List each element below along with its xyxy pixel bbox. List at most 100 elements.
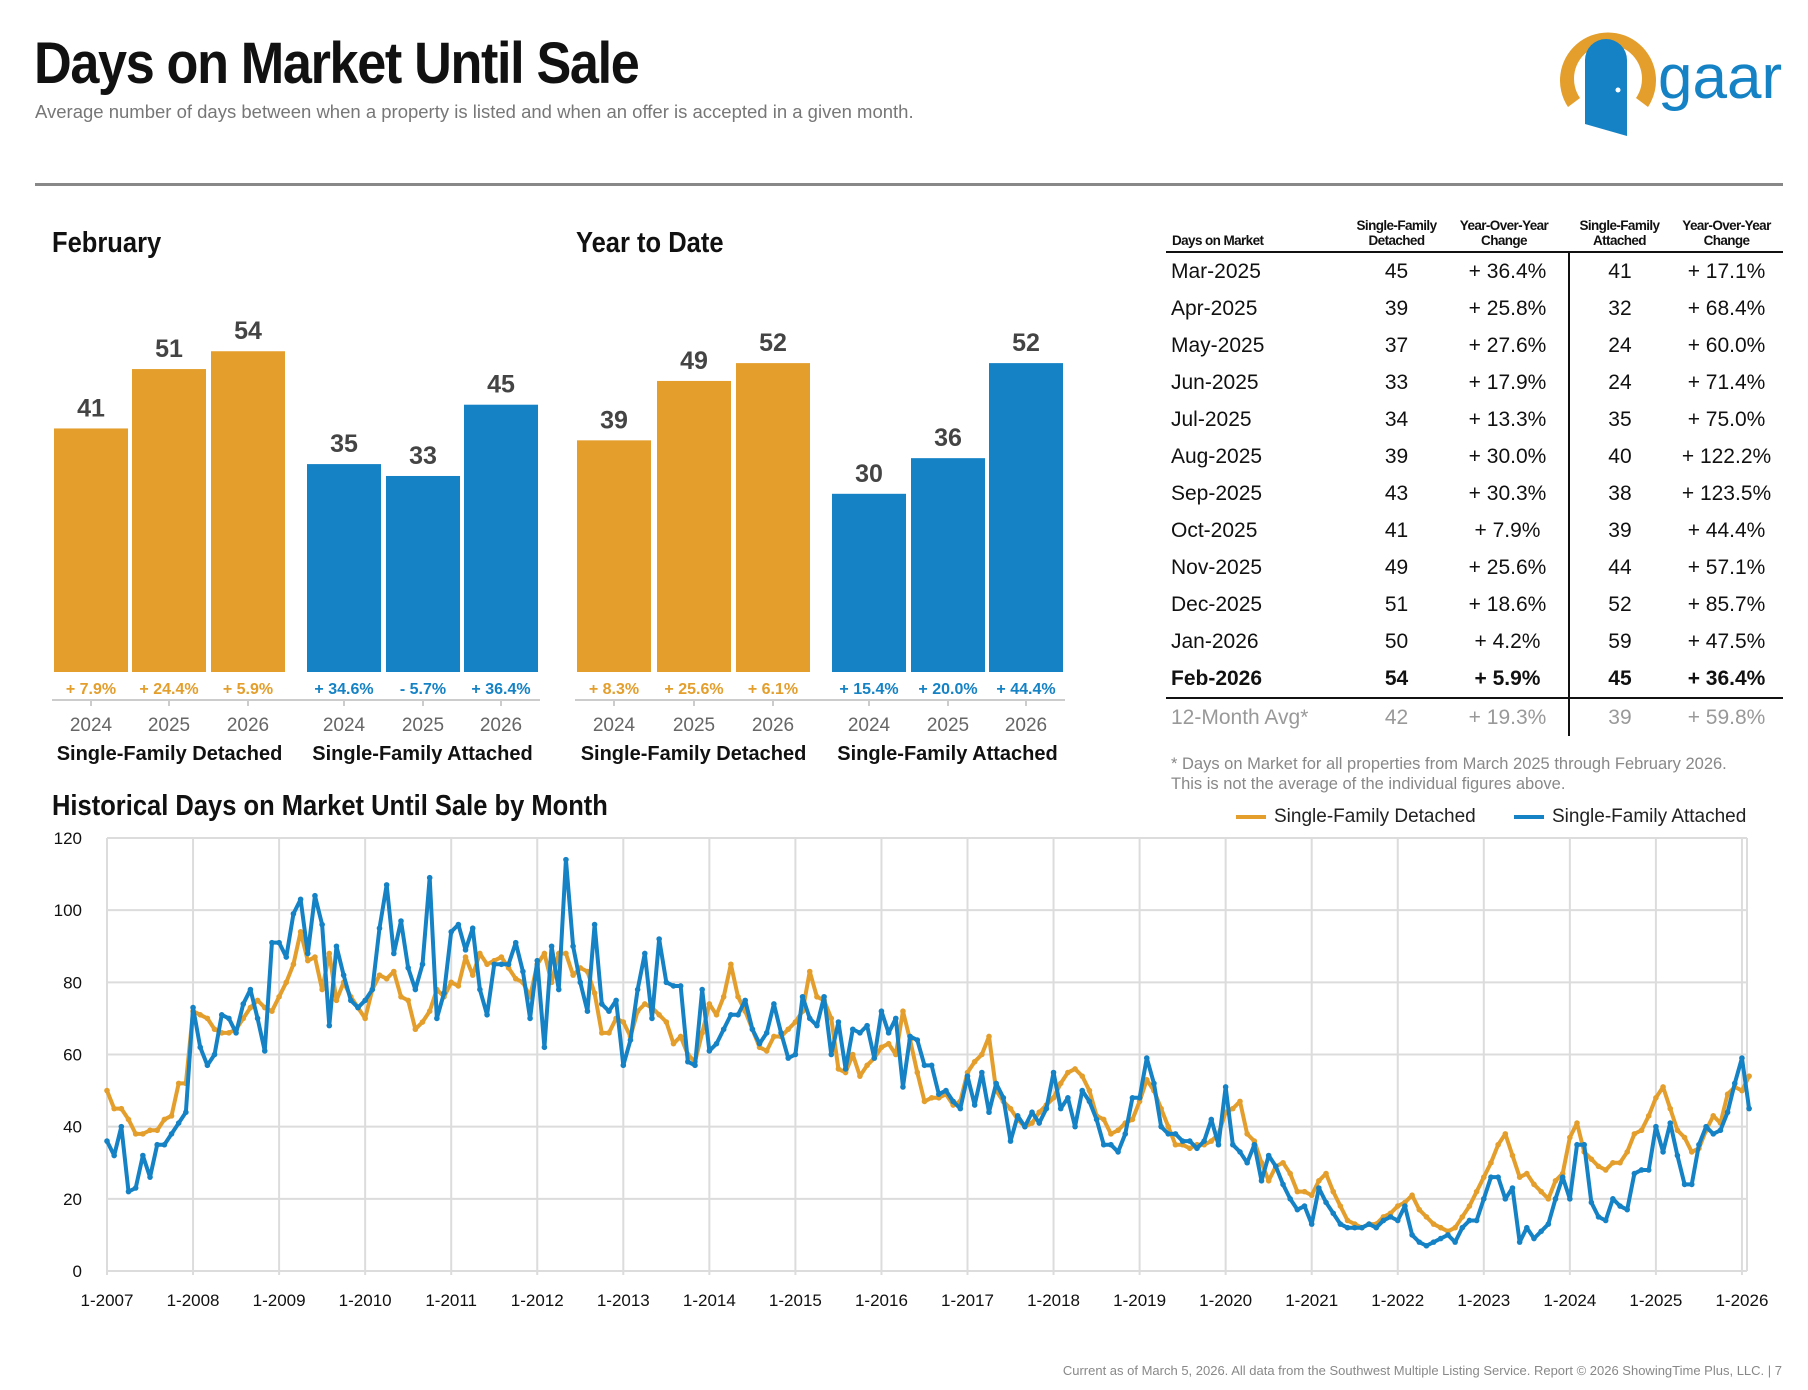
data-point [240,1001,247,1007]
data-point [806,1015,813,1022]
data-point [1624,1149,1631,1155]
data-point [1631,1170,1638,1177]
data-point [1129,1116,1136,1123]
data-point [1739,1087,1745,1094]
data-point [928,1062,935,1069]
data-point [814,1022,820,1029]
table-cell: 50 [1384,629,1409,653]
data-point [885,1040,892,1047]
data-point [1323,1199,1329,1206]
data-point [1667,1120,1674,1126]
bar [132,369,206,672]
data-point [1423,1214,1430,1220]
data-point [555,986,562,993]
data-point [928,1095,935,1101]
data-point [1237,1149,1243,1155]
data-point [771,1001,777,1007]
data-point [993,1080,999,1087]
data-point [197,1012,204,1018]
data-point [849,1026,856,1033]
data-point [455,921,462,928]
data-point [720,993,727,1000]
data-point [1172,1131,1179,1137]
data-point [1344,1224,1351,1231]
data-point [183,1109,189,1116]
data-point [125,1188,132,1195]
bar [736,363,810,672]
data-point [1746,1105,1752,1112]
data-point [1294,1188,1301,1195]
data-point [369,986,376,993]
data-point [111,1152,117,1159]
bar-change-label: + 34.6% [314,681,373,698]
table-cell: Feb-2026 [1166,660,1346,699]
data-point [484,961,490,968]
data-point [1696,1141,1702,1148]
data-point [1710,1131,1717,1137]
bar-group-label: Single-Family Detached [581,743,807,765]
bar [386,475,460,672]
data-point [1581,1141,1587,1148]
table-cell: + 25.8% [1447,290,1570,327]
table-cell: + 7.9% [1447,512,1570,549]
data-point [1674,1152,1681,1159]
data-point [1029,1120,1035,1126]
data-point [1473,1217,1480,1224]
table-cell: 41 [1608,259,1632,283]
bar [307,464,381,672]
data-point [1330,1188,1337,1195]
table-row: May-2025 37 + 27.6% 24 + 60.0% [1166,327,1783,364]
data-point [1143,1055,1150,1061]
data-point [620,1019,627,1025]
table-cell: + 13.3% [1447,401,1570,438]
data-point [498,961,505,968]
data-point [1660,1084,1666,1090]
data-point [283,954,290,960]
table-cell: Nov-2025 [1171,555,1263,579]
data-point [1746,1073,1752,1079]
table-cell: 54 [1345,660,1448,699]
data-point [1624,1206,1631,1213]
data-point [333,943,340,950]
data-point [1660,1149,1666,1155]
data-point [692,1062,698,1069]
data-point [269,939,275,946]
table-footnote: * Days on Market for all properties from… [1171,754,1791,794]
data-point [383,882,390,888]
data-point [1007,1138,1014,1144]
x-tick-label: 1-2012 [511,1291,564,1310]
data-point [1115,1149,1121,1155]
data-point [1000,1095,1007,1101]
bar-change-label: + 5.9% [223,681,273,698]
table-cell: 59 [1608,629,1632,653]
data-point [706,1048,713,1054]
data-point [247,986,254,993]
x-tick-label: 1-2015 [769,1291,822,1310]
data-point [1036,1109,1043,1116]
data-point [828,1015,835,1022]
bar [832,493,906,672]
bar-change-label: + 15.4% [839,681,898,698]
table-cell: + 17.9% [1447,364,1570,401]
data-point [785,1055,792,1061]
legend-swatch [1236,815,1266,819]
data-point [921,1062,928,1069]
data-point [1301,1203,1308,1209]
data-point [1516,1239,1523,1245]
data-point [1215,1141,1222,1148]
data-point [154,1141,160,1148]
data-point [1065,1069,1071,1076]
data-point [419,1019,426,1025]
table-cell: May-2025 [1171,333,1265,357]
data-point [1688,1181,1695,1188]
bar-charts: 41 + 7.9% 2024 51 + 24.4% 2025 54 + 5.9% 2026 Sin… [52,317,1065,765]
data-point [1108,1141,1114,1148]
data-point [1423,1242,1430,1249]
data-point [1172,1141,1179,1148]
data-point [175,1080,182,1087]
data-point [326,950,333,957]
table-cell: Apr-2025 [1171,296,1258,320]
data-point [842,1066,849,1072]
data-point [1495,1174,1501,1180]
data-point [598,1030,605,1036]
